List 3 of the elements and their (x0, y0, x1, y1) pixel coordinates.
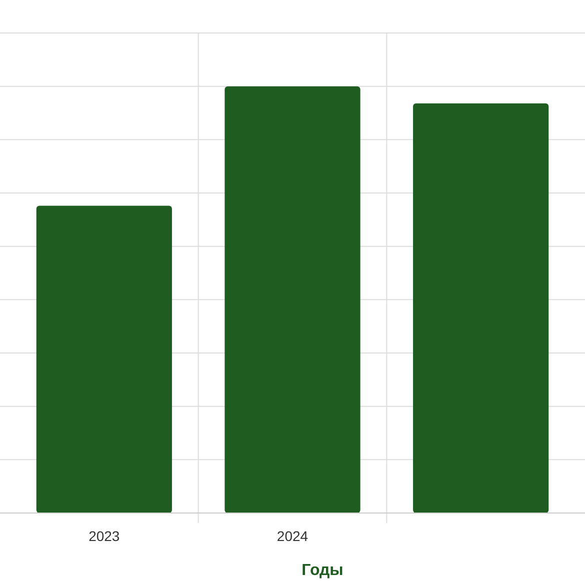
x-axis-title: Годы (302, 562, 344, 579)
x-tick-label: 2023 (88, 528, 120, 544)
x-tick-label: 2024 (276, 528, 308, 544)
